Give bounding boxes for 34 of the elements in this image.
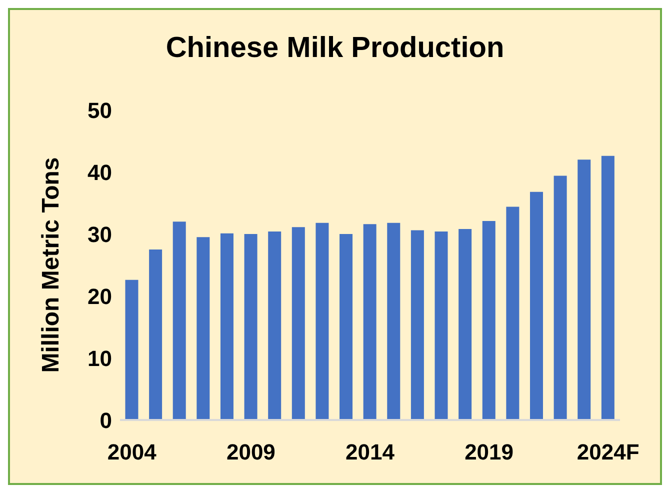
x-tick-label: 2024F (576, 440, 640, 465)
bar (125, 280, 138, 420)
y-axis-title: Million Metric Tons (38, 157, 65, 373)
bar (172, 222, 186, 420)
bar (554, 176, 567, 420)
bar (458, 229, 472, 420)
chart-title: Chinese Milk Production (164, 32, 506, 65)
x-tick-label: 2019 (464, 440, 514, 465)
y-tick-label: 10 (88, 346, 112, 371)
bar (601, 156, 614, 420)
bar (340, 234, 353, 420)
y-tick-label: 40 (88, 160, 112, 185)
bar (410, 230, 424, 420)
bar (149, 250, 162, 420)
bar (268, 232, 282, 420)
bar (292, 227, 305, 420)
y-tick-label: 50 (88, 98, 112, 123)
bar (578, 160, 591, 420)
y-tick-label: 30 (88, 222, 112, 247)
x-tick-label: 2009 (226, 440, 276, 465)
y-tick-label: 0 (100, 408, 112, 433)
bar (363, 224, 376, 420)
bar (434, 232, 448, 420)
bar (220, 233, 234, 420)
bar (316, 222, 329, 420)
bar (506, 206, 520, 420)
bar (482, 220, 496, 420)
bar (387, 222, 400, 420)
x-tick-label: 2014 (346, 440, 396, 465)
bar (196, 237, 210, 420)
x-tick-label: 2004 (107, 440, 158, 465)
y-tick-label: 20 (88, 284, 112, 309)
bar (530, 192, 543, 420)
bar (244, 234, 258, 420)
